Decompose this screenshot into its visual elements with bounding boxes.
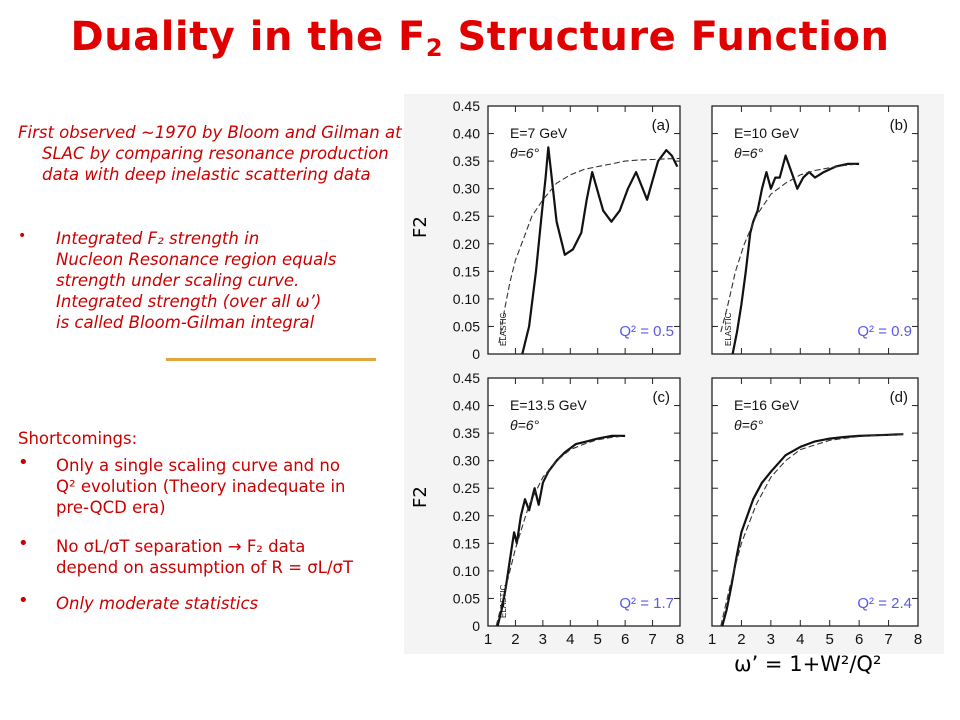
scaling-curve: [495, 435, 626, 627]
y-tick-label: 0.20: [453, 508, 480, 524]
angle-label: θ=6°: [734, 145, 764, 161]
y-tick-label: 0.45: [453, 98, 480, 114]
y-axis-label-top: F2: [410, 216, 431, 238]
x-tick-label: 6: [855, 631, 863, 648]
plot-frame: [711, 377, 919, 627]
shortcoming-2: No σL/σT separation → F₂ data depend on …: [56, 537, 354, 577]
panel-letter: (c): [653, 389, 671, 406]
panel-a: 0 0.05 0.10 0.15 0.20 0.25 0.30 0.35 0.40 0.45 (a)…: [453, 98, 681, 362]
x-tick-label: 4: [566, 631, 574, 648]
bullet-marker: •: [18, 533, 29, 554]
scaling-curve: [720, 163, 860, 333]
y-tick-label: 0: [472, 618, 480, 634]
q2-value-label: Q² = 2.4: [857, 595, 912, 612]
bullet-marker: •: [18, 590, 29, 611]
q2-value-label: Q² = 1.7: [619, 595, 674, 612]
elastic-marker-label: ELASTIC: [499, 584, 508, 618]
f2-figure: 0 0.05 0.10 0.15 0.20 0.25 0.30 0.35 0.40 0.45 (a)…: [404, 94, 944, 654]
y-tick-label: 0.15: [453, 263, 480, 279]
plot-frame: [487, 105, 681, 355]
panel-letter: (b): [890, 117, 908, 134]
resonance-data-curve: [731, 154, 860, 355]
angle-label: θ=6°: [510, 417, 540, 433]
elastic-marker-label: ELASTIC: [724, 312, 733, 346]
y-axis-label-bottom: F2: [410, 486, 431, 508]
y-tick-label: 0.20: [453, 236, 480, 252]
intro-text: First observed ~1970 by Bloom and Gilman…: [18, 123, 402, 184]
x-tick-label: 2: [511, 631, 519, 648]
q2-value-label: Q² = 0.5: [619, 323, 674, 340]
y-tick-label: 0.40: [453, 398, 480, 414]
resonance-data-curve: [496, 434, 626, 627]
shortcoming-1: Only a single scaling curve and no Q² ev…: [56, 456, 346, 517]
x-tick-label: 8: [676, 631, 684, 648]
bullet-1: Integrated F₂ strength in Nucleon Resona…: [56, 229, 337, 332]
elastic-marker-label: ELASTIC: [499, 312, 508, 346]
bullet-marker: •: [18, 452, 29, 473]
beam-energy-label: E=7 GeV: [510, 125, 568, 141]
shortcomings-heading: Shortcomings:: [18, 429, 138, 448]
plot-frame: [487, 377, 681, 627]
x-tick-label: 8: [914, 631, 922, 648]
y-tick-label: 0.10: [453, 291, 480, 307]
panel-letter: (a): [652, 117, 670, 134]
y-tick-label: 0.40: [453, 126, 480, 142]
y-tick-label: 0.05: [453, 318, 480, 334]
beam-energy-label: E=16 GeV: [734, 397, 800, 413]
y-tick-label: 0.10: [453, 563, 480, 579]
y-tick-label: 0.35: [453, 153, 480, 169]
y-tick-label: 0.05: [453, 590, 480, 606]
y-tick-label: 0.30: [453, 181, 480, 197]
y-tick-label: 0.25: [453, 208, 480, 224]
y-tick-label: 0.35: [453, 425, 480, 441]
scaling-curve: [498, 157, 681, 344]
shortcoming-3: Only moderate statistics: [56, 594, 259, 613]
slide-title: Duality in the F2 Structure Function: [70, 14, 890, 62]
x-tick-label: 6: [621, 631, 629, 648]
x-tick-label: 5: [594, 631, 602, 648]
y-tick-label: 0.45: [453, 370, 480, 386]
x-tick-label: 7: [648, 631, 656, 648]
q2-value-label: Q² = 0.9: [857, 323, 912, 340]
bullet-marker: •: [18, 228, 27, 244]
x-tick-label: 4: [796, 631, 804, 648]
panel-c: 0 0.05 0.10 0.15 0.20 0.25 0.30 0.35 0.40 0.45 1 2 3…: [453, 370, 684, 648]
y-tick-label: 0: [472, 346, 480, 362]
panel-d: 1 2 3 4 5 6 7 8 (d) E=16 GeV θ=6° Q² = 2.4: [708, 377, 922, 648]
y-tick-label: 0.30: [453, 453, 480, 469]
underline-highlight: [166, 358, 376, 361]
beam-energy-label: E=13.5 GeV: [510, 397, 587, 413]
panel-b: (b) E=10 GeV θ=6° ELASTIC Q² = 0.9: [711, 105, 919, 355]
x-tick-label: 3: [767, 631, 775, 648]
x-tick-label: 7: [884, 631, 892, 648]
beam-energy-label: E=10 GeV: [734, 125, 800, 141]
angle-label: θ=6°: [734, 417, 764, 433]
plot-frame: [711, 105, 919, 355]
x-tick-label: 1: [708, 631, 716, 648]
angle-label: θ=6°: [510, 145, 540, 161]
x-tick-label: 5: [826, 631, 834, 648]
x-axis-label: ω’ = 1+W²/Q²: [734, 652, 882, 676]
x-tick-label: 3: [539, 631, 547, 648]
y-tick-label: 0.25: [453, 480, 480, 496]
y-tick-label: 0.15: [453, 535, 480, 551]
x-tick-label: 2: [737, 631, 745, 648]
resonance-data-curve: [521, 146, 679, 355]
panel-letter: (d): [890, 389, 908, 406]
x-tick-label: 1: [484, 631, 492, 648]
